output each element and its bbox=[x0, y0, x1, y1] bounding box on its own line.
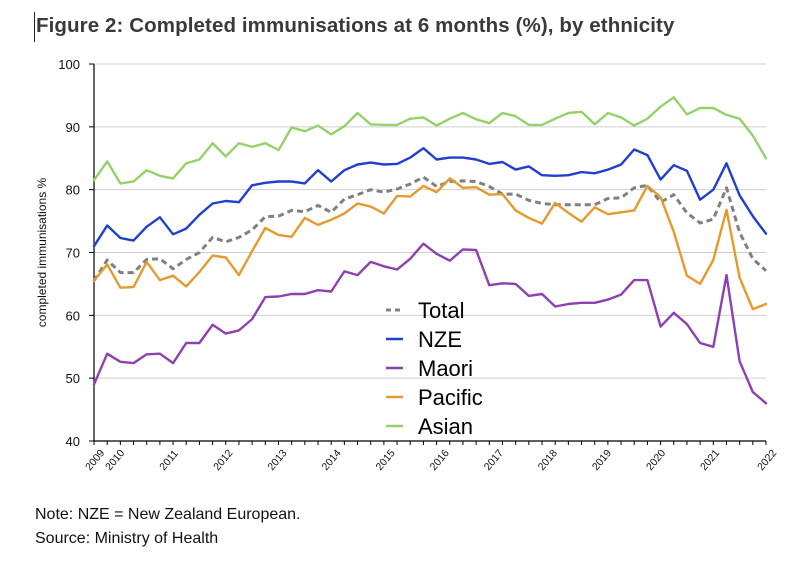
series-line-nze bbox=[92, 146, 768, 248]
y-tick-label: 70 bbox=[66, 246, 80, 261]
legend: Total NZE Maori Pacific Asian bbox=[386, 298, 483, 439]
x-tick-label: 2013 bbox=[265, 447, 289, 473]
legend-label-maori: Maori bbox=[418, 356, 473, 381]
legend-label-nze: NZE bbox=[418, 327, 462, 352]
x-tick-label: 2014 bbox=[319, 447, 343, 473]
x-tick-label: 2012 bbox=[211, 447, 235, 473]
y-tick-label: 90 bbox=[66, 120, 80, 135]
y-tick-label: 80 bbox=[66, 183, 80, 198]
y-tick-label: 40 bbox=[66, 434, 80, 449]
series-line-asian bbox=[92, 96, 768, 185]
source-text: Source: Ministry of Health bbox=[35, 530, 219, 547]
figure-title: Figure 2: Completed immunisations at 6 m… bbox=[36, 14, 675, 37]
series-line-total bbox=[92, 175, 768, 282]
x-tick-label: 2016 bbox=[428, 447, 452, 473]
y-tick-label: 50 bbox=[66, 371, 80, 386]
y-axis-label: completed immunisations % bbox=[35, 177, 49, 327]
series-lines bbox=[92, 96, 768, 405]
x-tick-label: 2010 bbox=[103, 447, 127, 473]
title-cursor-bar bbox=[34, 12, 35, 42]
x-tick-label: 2022 bbox=[755, 447, 779, 473]
legend-label-asian: Asian bbox=[418, 414, 473, 439]
x-tick-label: 2009 bbox=[83, 447, 107, 473]
series-line-pacific bbox=[92, 177, 768, 311]
y-axis-ticks: 40 50 60 70 80 90 100 bbox=[58, 57, 94, 449]
legend-label-total: Total bbox=[418, 298, 464, 323]
series-line-maori bbox=[92, 242, 768, 405]
x-tick-label: 2020 bbox=[644, 447, 668, 473]
y-tick-label: 100 bbox=[58, 57, 80, 72]
x-tick-label: 2015 bbox=[374, 447, 398, 473]
note-text: Note: NZE = New Zealand European. bbox=[35, 506, 301, 523]
y-tick-label: 60 bbox=[66, 308, 80, 323]
legend-label-pacific: Pacific bbox=[418, 385, 483, 410]
x-tick-label: 2017 bbox=[482, 447, 506, 473]
x-tick-label: 2011 bbox=[157, 448, 181, 473]
x-tick-label: 2021 bbox=[698, 447, 722, 473]
x-tick-label: 2019 bbox=[590, 447, 614, 473]
x-tick-label: 2018 bbox=[536, 447, 560, 473]
